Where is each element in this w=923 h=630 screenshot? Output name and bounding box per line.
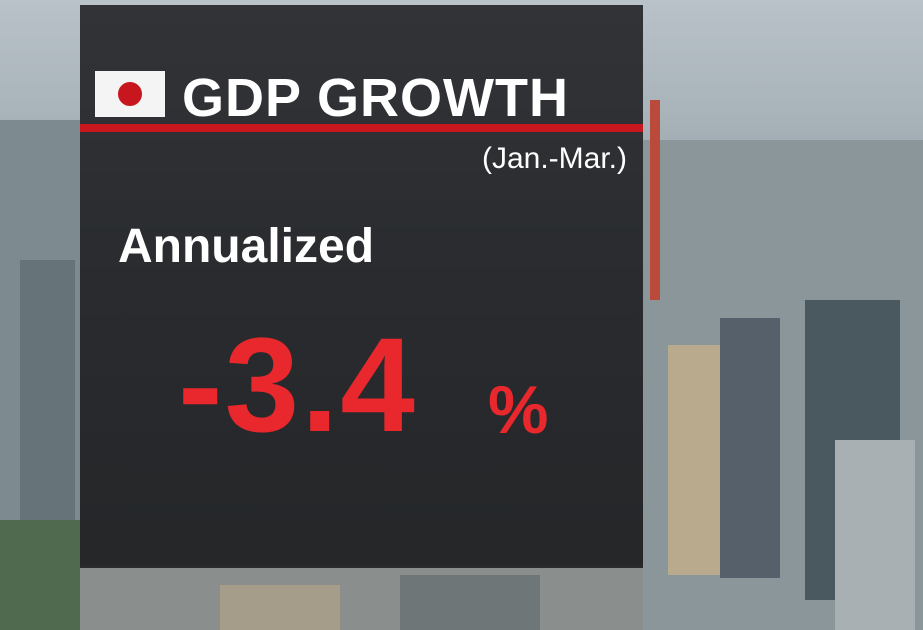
period: (Jan.-Mar.)	[481, 142, 627, 175]
flag-sun	[118, 82, 142, 106]
unit: %	[488, 372, 549, 448]
building	[220, 585, 340, 630]
japan-flag	[95, 71, 165, 117]
building	[20, 260, 75, 560]
building	[835, 440, 915, 630]
red-rule	[80, 124, 643, 132]
label: Annualized	[118, 220, 375, 273]
tower	[650, 100, 660, 300]
building	[80, 565, 643, 630]
building	[400, 575, 540, 630]
title: GDP GROWTH	[182, 68, 569, 128]
trees	[0, 520, 80, 630]
building	[720, 318, 780, 578]
value: -3.4	[178, 311, 417, 460]
info-panel: GDP GROWTH (Jan.-Mar.) Annualized -3.4 %	[80, 5, 643, 568]
